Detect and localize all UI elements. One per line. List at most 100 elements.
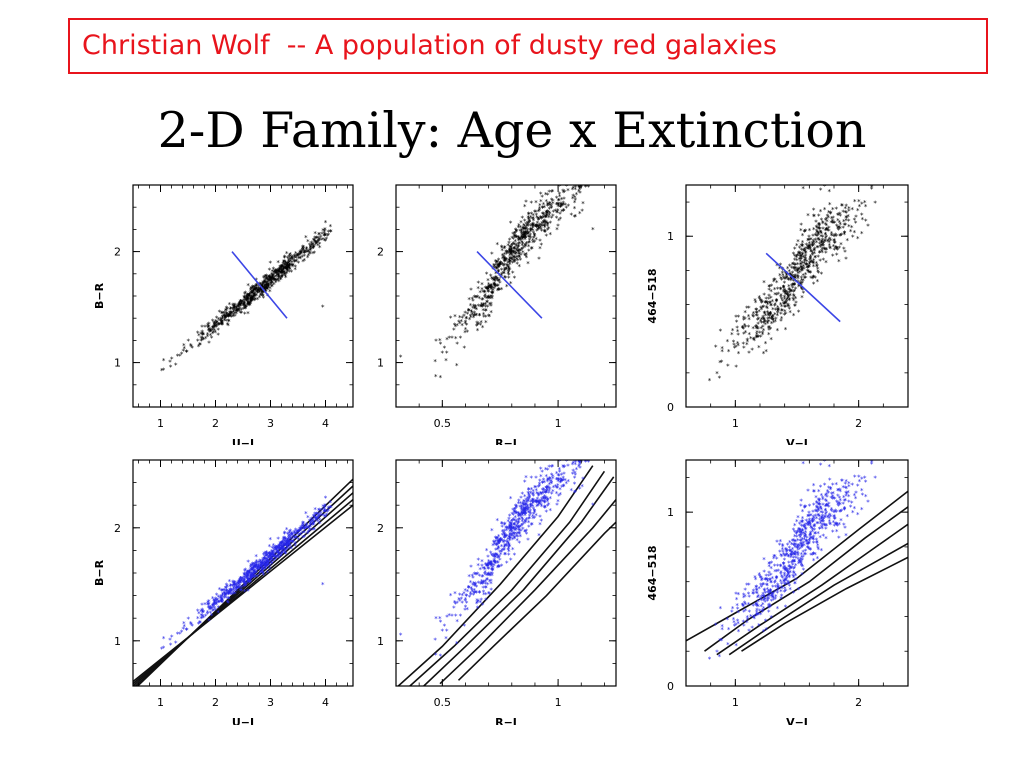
data-point: *	[771, 298, 775, 306]
data-point: *	[562, 483, 566, 491]
data-point: *	[517, 253, 521, 261]
data-point: *	[246, 292, 250, 300]
data-point: *	[250, 562, 254, 570]
data-point: *	[560, 471, 564, 479]
data-point: *	[482, 591, 486, 599]
data-point: *	[790, 275, 794, 283]
data-point: *	[856, 235, 860, 243]
data-point: *	[168, 637, 172, 645]
data-point: *	[270, 556, 274, 564]
model-track-line	[457, 521, 616, 681]
data-point: *	[803, 246, 807, 254]
data-point: *	[537, 225, 541, 233]
data-point: *	[495, 259, 499, 267]
data-point: *	[544, 233, 548, 241]
data-point: *	[307, 248, 311, 256]
data-point: *	[185, 626, 189, 634]
data-point: *	[544, 219, 548, 227]
data-point: *	[281, 268, 285, 276]
data-point: *	[262, 561, 266, 569]
data-point: *	[789, 551, 793, 559]
data-point: *	[280, 545, 284, 553]
data-point: *	[531, 239, 535, 247]
data-point: *	[809, 275, 813, 283]
data-point: *	[265, 282, 269, 290]
data-point: *	[510, 526, 514, 534]
data-point: *	[543, 220, 547, 228]
data-point: *	[762, 320, 766, 328]
data-point: *	[492, 281, 496, 289]
data-point: *	[187, 615, 191, 623]
data-point: *	[520, 522, 524, 530]
data-point: *	[504, 248, 508, 256]
data-point: *	[275, 269, 279, 277]
data-point: *	[492, 263, 496, 271]
data-point: *	[497, 286, 501, 294]
data-point: *	[517, 516, 521, 524]
data-point: *	[500, 520, 504, 528]
data-point: *	[568, 455, 572, 458]
data-point: *	[513, 509, 517, 517]
data-point: *	[764, 348, 768, 356]
data-point: *	[317, 231, 321, 239]
data-point: *	[182, 345, 186, 353]
data-point: *	[487, 295, 491, 303]
data-point: *	[788, 296, 792, 304]
data-point: *	[772, 319, 776, 327]
data-point: *	[824, 221, 828, 229]
data-point: *	[497, 277, 501, 285]
data-point: *	[245, 297, 249, 305]
data-point: *	[511, 506, 515, 514]
data-point: *	[521, 249, 525, 257]
data-point: *	[272, 266, 276, 274]
data-point: *	[249, 296, 253, 304]
data-point: *	[255, 289, 259, 297]
data-point: *	[287, 262, 291, 270]
data-point: *	[742, 314, 746, 322]
data-point: *	[494, 554, 498, 562]
data-point: *	[562, 207, 566, 215]
data-point: *	[250, 286, 254, 294]
data-point: *	[801, 247, 805, 255]
data-point: *	[539, 222, 543, 230]
data-point: *	[287, 260, 291, 268]
data-point: *	[518, 527, 522, 535]
data-point: *	[521, 508, 525, 516]
data-point: *	[287, 545, 291, 553]
data-point: *	[258, 285, 262, 293]
data-point: *	[493, 282, 497, 290]
data-point: *	[579, 184, 583, 192]
data-point: *	[263, 279, 267, 287]
data-point: *	[793, 265, 797, 273]
data-point: *	[313, 506, 317, 514]
data-point: *	[224, 591, 228, 599]
data-point: *	[273, 268, 277, 276]
data-point: *	[477, 302, 481, 310]
data-point: *	[574, 488, 578, 496]
data-point: *	[293, 266, 297, 274]
data-point: *	[823, 238, 827, 246]
data-point: *	[758, 295, 762, 303]
data-point: *	[307, 524, 311, 532]
data-point: *	[524, 230, 528, 238]
data-point: *	[489, 578, 493, 586]
data-point: *	[777, 307, 781, 315]
data-point: *	[494, 277, 498, 285]
data-point: *	[278, 276, 282, 284]
data-point: *	[489, 273, 493, 281]
data-point: *	[209, 332, 213, 340]
data-point: *	[542, 486, 546, 494]
data-point: *	[206, 321, 210, 329]
data-point: *	[244, 572, 248, 580]
data-point: *	[476, 562, 480, 570]
data-point: *	[578, 184, 582, 192]
data-point: *	[476, 327, 480, 335]
data-point: *	[507, 541, 511, 549]
data-point: *	[818, 501, 822, 509]
data-point: *	[531, 223, 535, 231]
data-point: *	[472, 592, 476, 600]
data-point: *	[517, 235, 521, 243]
data-point: *	[265, 273, 269, 281]
data-point: *	[264, 564, 268, 572]
data-point: *	[277, 278, 281, 286]
